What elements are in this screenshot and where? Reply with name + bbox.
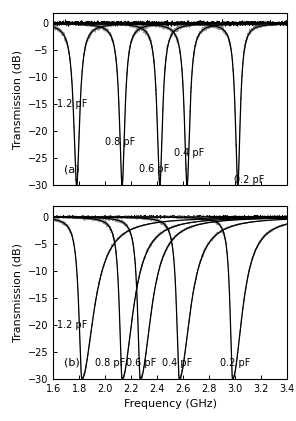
Y-axis label: Transmission (dB): Transmission (dB) xyxy=(12,50,22,149)
Text: 0.2 pF: 0.2 pF xyxy=(220,358,250,368)
Text: (b): (b) xyxy=(64,358,79,368)
Y-axis label: Transmission (dB): Transmission (dB) xyxy=(12,243,22,342)
Text: 0.2 pF: 0.2 pF xyxy=(234,175,264,185)
Text: 0.8 pF: 0.8 pF xyxy=(95,358,125,368)
Text: 0.4 pF: 0.4 pF xyxy=(174,148,204,158)
Text: (a): (a) xyxy=(64,164,79,174)
Text: 0.4 pF: 0.4 pF xyxy=(163,358,193,368)
Text: 0.8 pF: 0.8 pF xyxy=(105,137,136,147)
X-axis label: Frequency (GHz): Frequency (GHz) xyxy=(124,399,217,409)
Text: 1.2 pF: 1.2 pF xyxy=(57,320,88,330)
Text: 1.2 pF: 1.2 pF xyxy=(57,99,88,109)
Text: 0.6 pF: 0.6 pF xyxy=(139,164,169,174)
Text: 0.6 pF: 0.6 pF xyxy=(126,358,156,368)
